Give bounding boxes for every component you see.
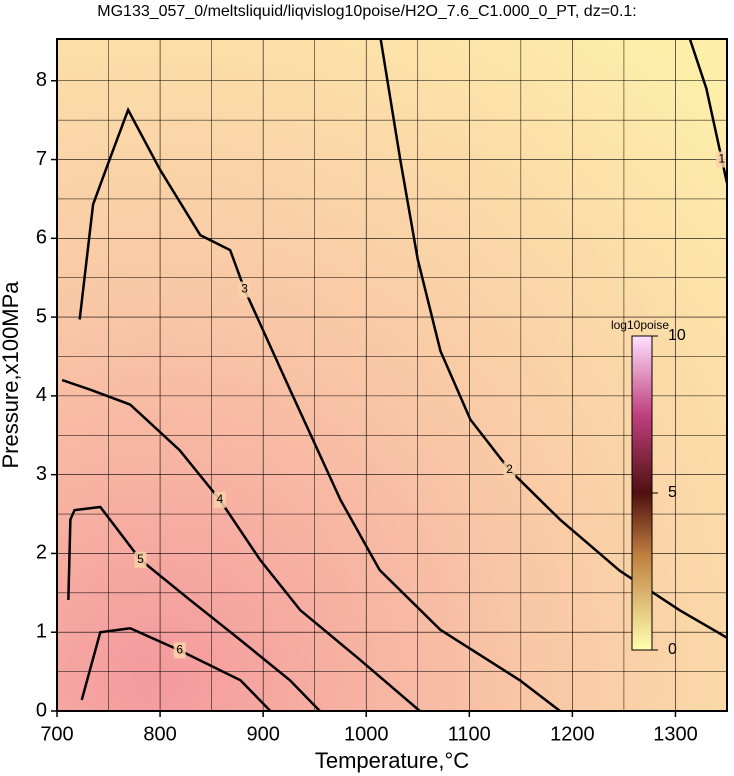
y-axis-label: Pressure,x100MPa	[0, 281, 23, 469]
x-tick-label: 1300	[653, 723, 698, 745]
x-tick-label: 1100	[448, 723, 491, 745]
x-tick-label: 1000	[344, 723, 389, 745]
grid	[56, 39, 727, 712]
y-tick-label: 4	[36, 384, 47, 406]
y-tick-label: 8	[36, 69, 47, 91]
colorbar-tick-label: 5	[668, 484, 677, 501]
contour-label: 3	[241, 282, 248, 296]
contour-line	[80, 626, 272, 711]
contour-label-bg	[134, 551, 147, 568]
contour-line	[78, 106, 561, 711]
contour-label-bg	[238, 281, 251, 298]
contour-label-bg	[715, 151, 727, 168]
y-tick-label: 3	[36, 463, 47, 485]
contour-line	[688, 39, 727, 184]
y-tick-label: 2	[36, 542, 47, 564]
y-tick-label: 1	[36, 621, 47, 643]
chart-title: MG133_057_0/meltsliquid/liqvislog10poise…	[97, 3, 636, 20]
colorbar	[631, 335, 653, 651]
colorbar-tick-label: 0	[668, 641, 677, 658]
colorbar-label: log10poise	[611, 318, 669, 332]
x-axis-label: Temperature,°C	[315, 748, 469, 773]
y-tick-label: 5	[36, 305, 47, 327]
plot-background	[57, 39, 727, 711]
contour-label-bg	[173, 642, 186, 659]
x-tick-label: 900	[246, 723, 279, 745]
contour-label-bg	[503, 461, 516, 478]
y-tick-label: 0	[36, 699, 47, 721]
contour-label: 4	[217, 492, 224, 506]
x-tick-label: 1200	[550, 723, 595, 745]
colorbar-tick-label: 10	[668, 327, 686, 344]
x-tick-label: 800	[143, 723, 176, 745]
contour-label: 5	[137, 552, 144, 566]
y-tick-label: 7	[36, 148, 47, 170]
y-tick-label: 6	[36, 227, 47, 249]
plot-frame	[56, 38, 728, 712]
x-tick-label: 700	[40, 723, 73, 745]
contour-label-bg	[213, 491, 226, 508]
contour-label: 1	[719, 152, 726, 166]
contour-label: 6	[176, 643, 183, 657]
contour-label: 2	[506, 462, 513, 476]
